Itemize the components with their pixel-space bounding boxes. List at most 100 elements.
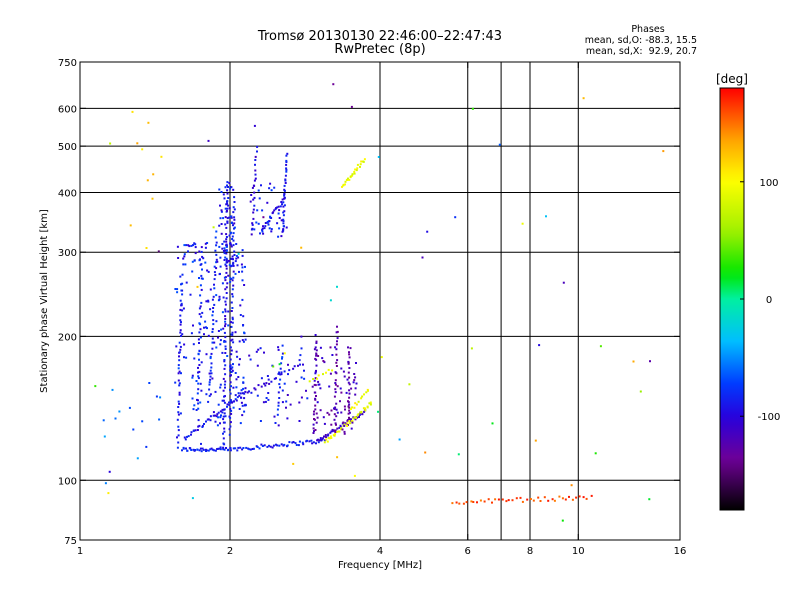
echo-point [183,255,186,258]
echo-point [252,217,255,220]
echo-point [347,346,349,349]
echo-point [186,449,189,452]
echo-point [312,423,315,426]
echo-point [160,155,163,158]
echo-point [342,183,345,186]
echo-point [229,399,232,402]
echo-point [293,365,296,368]
echo-point [323,361,326,364]
echo-point [243,392,246,395]
echo-point [194,252,197,255]
echo-point [234,331,237,334]
echo-point [177,257,180,259]
echo-point [199,263,202,266]
echo-point [311,442,314,445]
echo-point [233,222,236,225]
echo-point [219,272,221,275]
echo-point [283,382,286,385]
echo-point [209,357,212,360]
echo-point [220,223,223,225]
echo-point [256,364,259,367]
echo-point [197,375,200,378]
echo-point [223,340,226,343]
echo-point [297,364,299,367]
echo-point [545,215,547,218]
echo-point [179,331,182,334]
echo-point [226,184,228,187]
echo-point [225,447,227,449]
echo-point [369,403,372,406]
echo-point [553,499,556,502]
echo-point [285,154,288,157]
echo-point [225,286,228,289]
echo-point [537,496,540,499]
echo-point [277,212,280,215]
echo-point [200,389,203,392]
echo-point [219,204,221,207]
echo-point [505,500,508,503]
echo-point [198,331,201,334]
echo-point [241,339,244,342]
axes: 1 2 4 6 8 10 16 75 100 200 300 400 500 600 750 [58,58,686,557]
echo-point [348,406,351,409]
echo-point [276,444,279,447]
echo-point [226,221,229,224]
echo-point [184,438,187,441]
echo-point [336,427,339,430]
echo-point [231,369,234,372]
echo-point [203,423,205,425]
echo-point [181,273,184,276]
echo-point [277,391,280,394]
echo-point [200,361,203,364]
echo-point [281,352,284,355]
echo-point [279,367,282,370]
echo-point [284,182,287,184]
echo-point [347,381,350,384]
echo-point [230,371,233,373]
echo-point [328,413,331,416]
y-tick-label: 400 [58,188,77,199]
echo-point [222,432,224,435]
echo-point [282,222,285,225]
echo-point [227,186,229,188]
echo-point [458,502,461,505]
echo-point [282,228,285,231]
echo-point [331,354,334,356]
echo-point [249,448,252,451]
echo-point [198,449,201,452]
echo-point [230,353,233,356]
echo-point [277,404,280,407]
echo-point [361,395,364,398]
echo-point [336,330,339,333]
echo-point [240,263,243,266]
echo-point [350,387,353,390]
echo-point [174,288,177,290]
echo-point [199,401,202,404]
echo-point [228,415,231,418]
echo-point [229,277,232,280]
echo-point [224,300,227,303]
echo-point [224,380,227,383]
echo-point [281,230,284,233]
x-tick-label: 1 [77,546,83,557]
echo-point [231,288,234,291]
echo-point [225,292,228,294]
echo-point [280,371,283,374]
echo-point [364,409,367,412]
echo-point [198,370,201,373]
echo-point [491,501,493,504]
echo-point [215,244,218,247]
echo-point [191,260,194,263]
echo-point [175,345,178,348]
echo-point [334,346,337,349]
echo-point [233,250,236,253]
echo-point [281,198,284,201]
echo-point [342,370,345,373]
echo-point [190,431,193,434]
echo-point [214,414,217,417]
echo-point [229,449,232,452]
echo-point [231,338,234,341]
echo-point [487,498,490,501]
echo-point [237,252,240,255]
echo-point [200,250,203,253]
